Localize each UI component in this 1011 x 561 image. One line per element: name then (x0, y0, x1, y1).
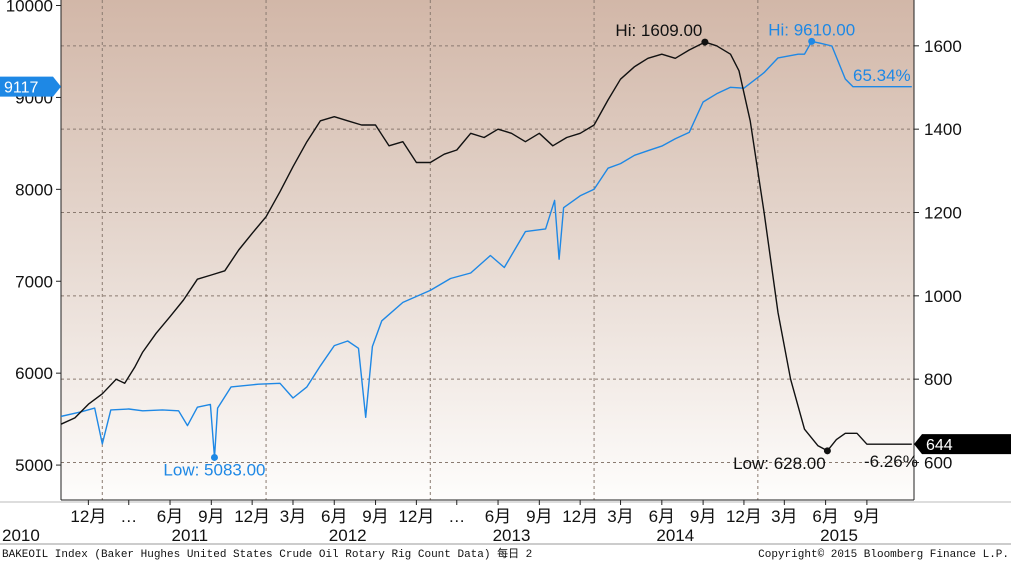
x-month-label: 12月 (70, 507, 106, 526)
x-month-label: 12月 (234, 507, 270, 526)
right-tick-label: 600 (924, 454, 952, 473)
x-month-label: 12月 (398, 507, 434, 526)
annotation-label: -6.26% (864, 452, 918, 471)
left-tick-label: 8000 (15, 180, 53, 199)
annotation-marker (701, 38, 709, 46)
x-year-label: 2014 (656, 526, 694, 545)
x-axis: 12月 … 6月 9月 12月 3月 6月 9月 12月 … 6月 9月 12月 3月 6月 9月 12月 3月 6… (2, 500, 880, 545)
x-year-label: 2010 (2, 526, 40, 545)
last-value-tag-right-text: 644 (926, 437, 953, 454)
x-month-label: 3月 (607, 507, 633, 526)
x-month-label: 9月 (690, 507, 716, 526)
series-layer (61, 40, 912, 459)
right-tick-label: 1400 (924, 120, 962, 139)
left-tick-label: 10000 (6, 0, 53, 16)
annotation-label: Hi: 9610.00 (768, 20, 855, 39)
x-month-label: … (448, 507, 465, 526)
annotation-marker (823, 447, 831, 455)
footer-copyright: Copyright© 2015 Bloomberg Finance L.P. (758, 549, 1009, 561)
series-line-left (61, 40, 912, 459)
x-month-label: 3月 (280, 507, 306, 526)
footer-source: BAKEOIL Index (Baker Hughes United State… (2, 546, 532, 561)
x-year-label: 2013 (493, 526, 531, 545)
last-value-tags: 9117 644 (0, 76, 1011, 455)
x-month-label: 9月 (362, 507, 388, 526)
x-month-label: 6月 (649, 507, 675, 526)
right-tick-label: 1200 (924, 204, 962, 223)
right-tick-label: 1600 (924, 37, 962, 56)
x-month-label: 9月 (198, 507, 224, 526)
last-value-tag-left (0, 76, 61, 97)
x-month-label: 12月 (562, 507, 598, 526)
grid-lines (61, 0, 914, 500)
x-year-label: 2012 (329, 526, 367, 545)
x-year-label: 2011 (171, 526, 208, 545)
x-month-label: 9月 (854, 507, 880, 526)
annotation-label: Low: 628.00 (733, 454, 826, 473)
left-tick-label: 5000 (15, 456, 53, 475)
x-month-label: 6月 (157, 507, 183, 526)
last-value-tag-left-text: 9117 (4, 80, 39, 97)
left-tick-label: 6000 (15, 364, 53, 383)
x-year-label: 2015 (820, 526, 858, 545)
right-tick-label: 1000 (924, 287, 962, 306)
series-line-right (61, 41, 912, 452)
plot-background (61, 0, 914, 500)
annotation-label: 65.34% (853, 66, 911, 85)
annotation-marker (210, 453, 218, 461)
annotations: Hi: 1609.00 Hi: 9610.00 65.34% Low: 5083.00… (163, 20, 917, 479)
x-month-label: 9月 (526, 507, 552, 526)
right-tick-label: 800 (924, 370, 952, 389)
x-month-label: … (120, 507, 137, 526)
x-month-label: 6月 (812, 507, 838, 526)
x-month-label: 6月 (485, 507, 511, 526)
annotation-label: Hi: 1609.00 (615, 21, 702, 40)
annotation-label: Low: 5083.00 (163, 460, 265, 479)
x-month-label: 12月 (726, 507, 762, 526)
left-tick-label: 7000 (15, 272, 53, 291)
x-month-label: 3月 (771, 507, 797, 526)
x-month-label: 6月 (321, 507, 347, 526)
last-value-tag-right (914, 434, 1011, 455)
right-axis: 600 800 1000 1200 1400 1600 (914, 37, 962, 473)
plot-frame (0, 0, 1011, 545)
annotation-marker (808, 37, 816, 45)
